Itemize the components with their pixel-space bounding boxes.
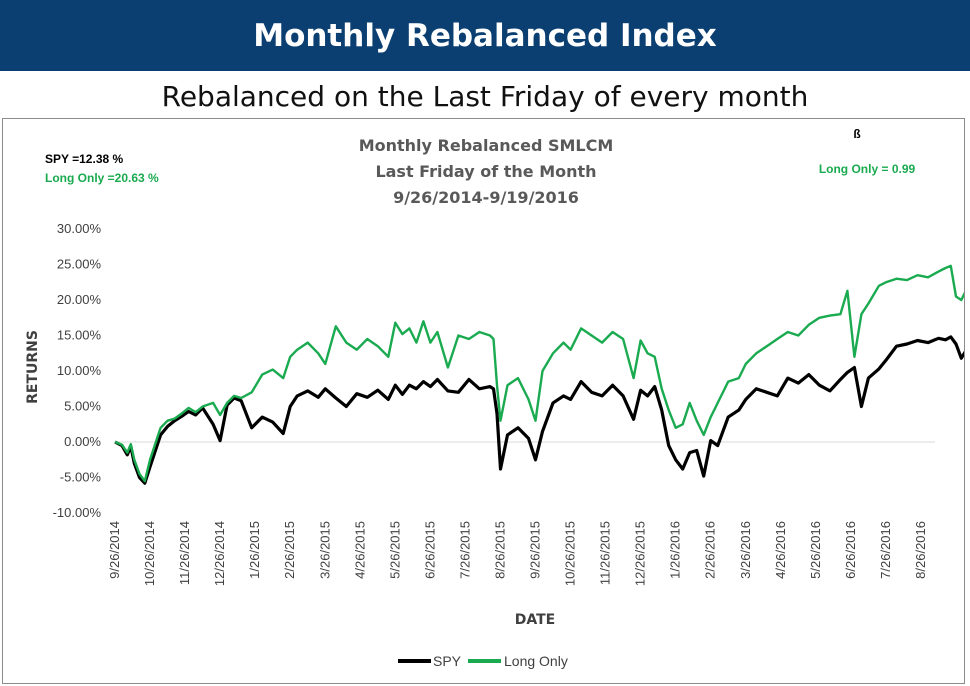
beta-symbol: ß: [853, 127, 860, 141]
x-tick-label: 1/26/2015: [247, 521, 262, 579]
x-tick-label: 2/26/2015: [282, 521, 297, 579]
beta-note: Long Only = 0.99: [819, 162, 916, 176]
x-tick-label: 10/26/2014: [142, 521, 157, 586]
legend-label-long-only: Long Only: [504, 653, 568, 669]
x-axis-label: DATE: [515, 612, 555, 628]
chart-title-line-1: Monthly Rebalanced SMLCM: [359, 136, 614, 155]
x-tick-label: 4/26/2015: [352, 521, 367, 579]
x-tick-label: 3/26/2015: [317, 521, 332, 579]
x-tick-label: 2/26/2016: [703, 521, 718, 579]
line-chart: Monthly Rebalanced SMLCM Last Friday of …: [25, 127, 964, 669]
x-tick-label: 4/26/2016: [773, 521, 788, 579]
x-tick-label: 8/26/2016: [913, 521, 928, 579]
long-return-note: Long Only =20.63 %: [45, 171, 159, 185]
y-tick-label: -10.00%: [53, 505, 102, 520]
banner: Monthly Rebalanced Index: [0, 0, 970, 71]
x-tick-label: 5/26/2015: [387, 521, 402, 579]
y-tick-label: 30.00%: [57, 221, 102, 236]
x-tick-label: 7/26/2015: [457, 521, 472, 579]
y-tick-label: 10.00%: [57, 363, 102, 378]
x-tick-label: 12/26/2015: [633, 521, 648, 586]
x-tick-label: 1/26/2016: [668, 521, 683, 579]
x-axis-ticks: 9/26/2014 10/26/2014 11/26/2014 12/26/2014 1…: [107, 521, 928, 586]
series-lines: [114, 264, 964, 485]
x-tick-label: 6/26/2016: [843, 521, 858, 579]
y-tick-label: 15.00%: [57, 328, 102, 343]
series-line-long-only: [114, 264, 964, 483]
x-tick-label: 6/26/2015: [422, 521, 437, 579]
x-tick-label: 9/26/2014: [107, 521, 122, 579]
series-line-spy: [114, 335, 964, 485]
x-tick-label: 10/26/2015: [563, 521, 578, 586]
chart-frame: Monthly Rebalanced SMLCM Last Friday of …: [2, 118, 965, 684]
x-tick-label: 3/26/2016: [738, 521, 753, 579]
page-subtitle: Rebalanced on the Last Friday of every m…: [161, 79, 809, 113]
y-tick-label: 0.00%: [64, 434, 101, 449]
x-tick-label: 9/26/2015: [528, 521, 543, 579]
y-tick-label: 5.00%: [64, 399, 101, 414]
legend-label-spy: SPY: [433, 653, 462, 669]
legend: SPY Long Only: [398, 653, 568, 669]
y-tick-label: 25.00%: [57, 257, 102, 272]
x-tick-label: 7/26/2016: [878, 521, 893, 579]
y-tick-label: -5.00%: [60, 470, 102, 485]
x-tick-label: 12/26/2014: [212, 521, 227, 586]
page-title: Monthly Rebalanced Index: [253, 17, 717, 54]
y-tick-label: 20.00%: [57, 292, 102, 307]
x-tick-label: 8/26/2015: [492, 521, 507, 579]
x-tick-label: 5/26/2016: [808, 521, 823, 579]
x-tick-label: 11/26/2015: [598, 521, 613, 585]
chart-title-line-2: Last Friday of the Month: [375, 162, 596, 181]
y-axis-label: RETURNS: [25, 330, 41, 404]
x-tick-label: 11/26/2014: [177, 521, 192, 585]
chart-title-line-3: 9/26/2014-9/19/2016: [393, 188, 579, 207]
y-axis-ticks: -10.00% -5.00% 0.00% 5.00% 10.00% 15.00% 20.00…: [53, 221, 102, 520]
spy-return-note: SPY =12.38 %: [45, 152, 124, 166]
chart-title: Monthly Rebalanced SMLCM Last Friday of …: [359, 136, 614, 207]
